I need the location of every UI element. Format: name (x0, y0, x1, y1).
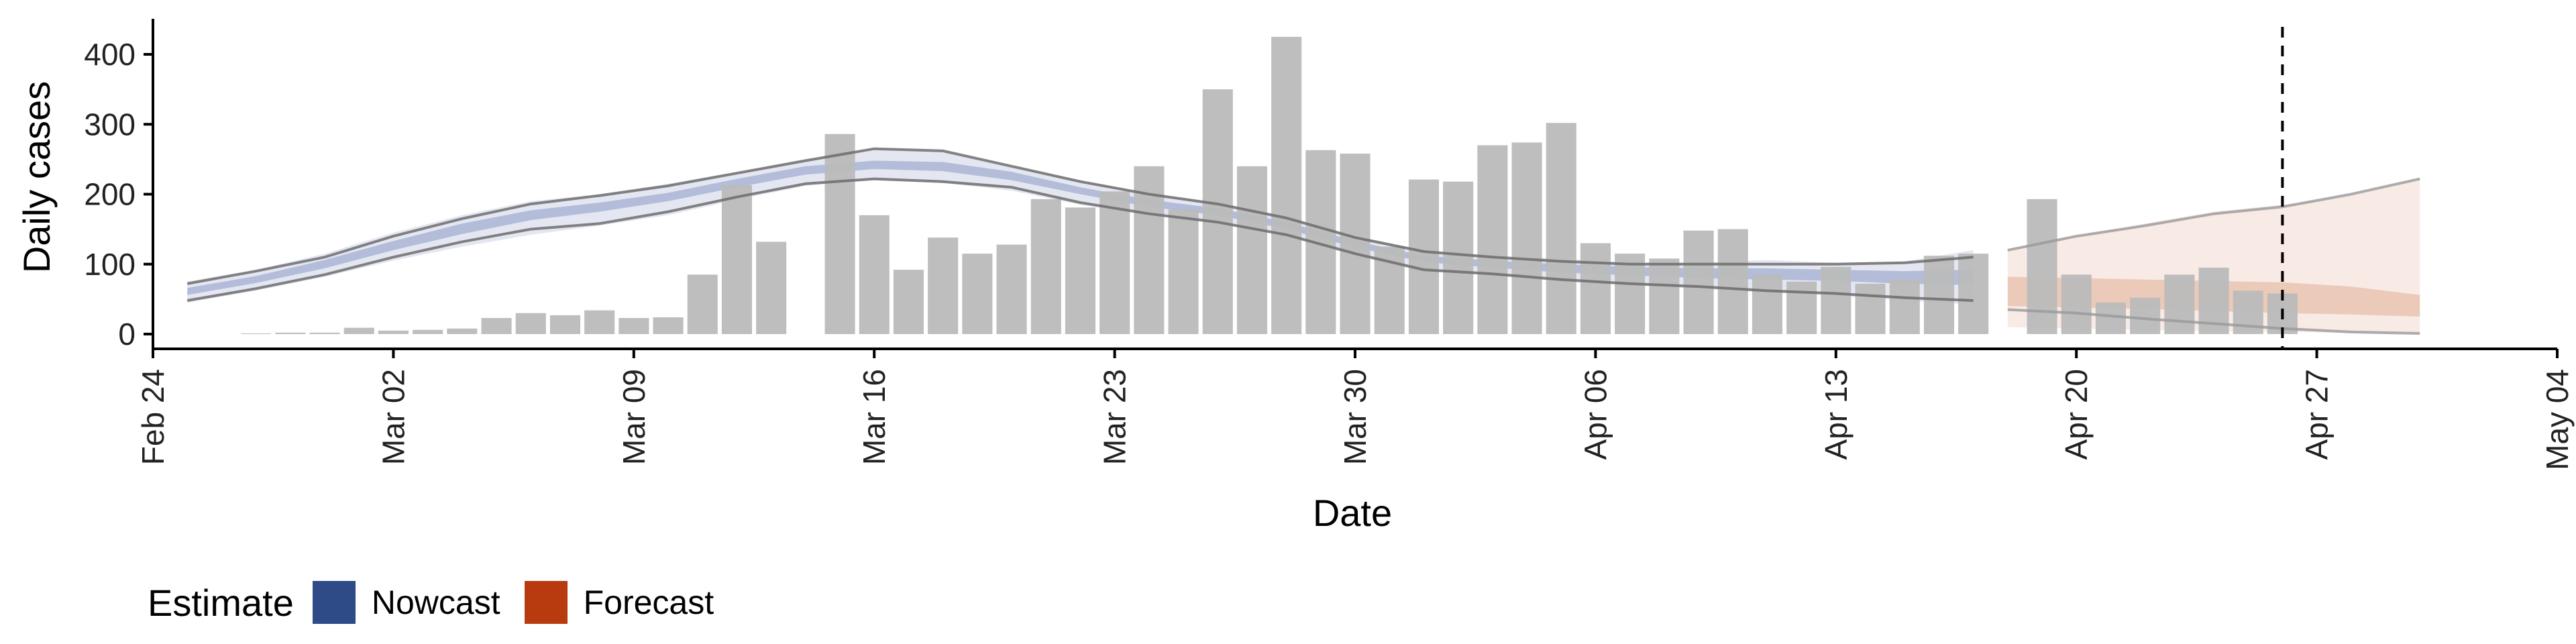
nowcast-lower-line (186, 177, 1974, 302)
bar-2020-03-28 (1271, 36, 1302, 335)
x-tick-label-8: Apr 20 (2059, 369, 2094, 460)
bar-2020-03-19 (962, 254, 993, 334)
y-tick-label-400: 400 (84, 37, 136, 72)
x-tick-label-3: Mar 16 (857, 369, 892, 465)
bar-2020-04-10 (1717, 229, 1748, 334)
bar-2020-03-30 (1340, 154, 1371, 334)
bar-2020-03-03 (413, 329, 443, 334)
bar-2020-04-23 (2164, 274, 2195, 334)
y-axis-title: Daily cases (15, 81, 58, 273)
bar-2020-04-13 (1821, 266, 1851, 334)
bar-2020-03-16 (859, 215, 890, 334)
bar-2020-03-12 (721, 184, 752, 334)
bar-2020-03-13 (756, 241, 787, 334)
bar-2020-03-11 (687, 274, 718, 334)
bar-2020-02-28 (275, 332, 306, 334)
bar-2020-03-22 (1065, 207, 1095, 334)
legend-title: Estimate (148, 581, 294, 624)
legend-label-forecast: Forecast (583, 584, 714, 621)
bar-2020-04-02 (1443, 181, 1474, 334)
bar-2020-03-10 (653, 317, 684, 334)
bar-2020-04-19 (2027, 199, 2057, 334)
x-tick-label-0: Feb 24 (136, 369, 170, 465)
legend-item-nowcast: Nowcast (312, 581, 500, 624)
bar-2020-04-07 (1615, 254, 1646, 334)
bar-2020-03-05 (481, 318, 512, 334)
x-tick-label-10: May 04 (2540, 369, 2575, 470)
bar-2020-03-23 (1099, 191, 1130, 334)
bar-2020-03-17 (893, 270, 924, 334)
legend-swatch-nowcast (312, 581, 356, 624)
bar-2020-04-20 (2061, 274, 2092, 334)
bar-2020-04-21 (2095, 303, 2126, 334)
bar-2020-03-09 (619, 318, 649, 334)
estimate-lines (186, 147, 2420, 335)
bar-2020-04-03 (1477, 145, 1508, 334)
bar-2020-04-08 (1649, 258, 1680, 334)
x-tick-label-9: Apr 27 (2300, 369, 2334, 460)
legend-label-nowcast: Nowcast (371, 584, 500, 621)
bar-2020-04-11 (1752, 274, 1782, 334)
bar-2020-03-04 (447, 328, 478, 334)
bar-2020-03-07 (549, 315, 580, 334)
x-axis-title: Date (1313, 492, 1392, 534)
bar-2020-04-17 (1958, 254, 1989, 334)
bar-2020-04-09 (1683, 230, 1714, 334)
bar-2020-04-16 (1923, 256, 1954, 334)
bar-2020-03-08 (584, 310, 615, 334)
bar-2020-04-04 (1511, 142, 1542, 334)
bar-2020-03-06 (515, 313, 546, 334)
bar-2020-03-20 (996, 244, 1027, 334)
y-tick-label-300: 300 (84, 107, 136, 142)
bar-2020-03-25 (1168, 209, 1199, 334)
bar-2020-04-15 (1889, 279, 1920, 334)
bar-2020-03-21 (1030, 199, 1061, 334)
forecast-upper-line (2007, 177, 2420, 252)
y-tick-label-200: 200 (84, 177, 136, 212)
x-tick-label-2: Mar 09 (616, 369, 651, 465)
bar-2020-04-14 (1855, 283, 1886, 334)
legend: Estimate Nowcast Forecast (148, 576, 738, 629)
y-tick-label-0: 0 (118, 317, 136, 352)
legend-swatch-forecast (524, 581, 568, 624)
x-tick-label-6: Apr 06 (1578, 369, 1613, 460)
bar-2020-04-05 (1546, 123, 1576, 334)
x-tick-label-7: Apr 13 (1819, 369, 1854, 460)
bar-2020-03-27 (1236, 166, 1267, 334)
bar-2020-04-06 (1580, 243, 1611, 334)
bar-2020-04-12 (1786, 281, 1817, 334)
observed-bars (241, 36, 2298, 335)
bar-2020-03-26 (1202, 89, 1233, 334)
bar-2020-03-02 (378, 330, 409, 334)
bar-2020-04-01 (1408, 179, 1439, 334)
axes: 0 100 200 300 400 Feb 24 Mar 02 Mar 09 Mar 16 Mar… (84, 19, 2575, 470)
forecast-lower-line (2007, 308, 2420, 335)
x-tick-label-5: Mar 30 (1338, 369, 1373, 465)
y-tick-label-100: 100 (84, 247, 136, 282)
legend-item-forecast: Forecast (524, 581, 714, 624)
x-tick-label-1: Mar 02 (376, 369, 411, 465)
bar-2020-03-18 (928, 237, 959, 334)
bar-2020-03-15 (824, 133, 855, 335)
nowcast-inner-band (187, 160, 1974, 295)
bar-2020-04-22 (2130, 297, 2161, 334)
bar-2020-02-27 (241, 333, 272, 334)
nowcast-upper-line (186, 147, 1974, 285)
bar-2020-02-29 (309, 332, 340, 334)
bar-2020-03-01 (343, 327, 374, 334)
x-tick-label-4: Mar 23 (1097, 369, 1132, 465)
